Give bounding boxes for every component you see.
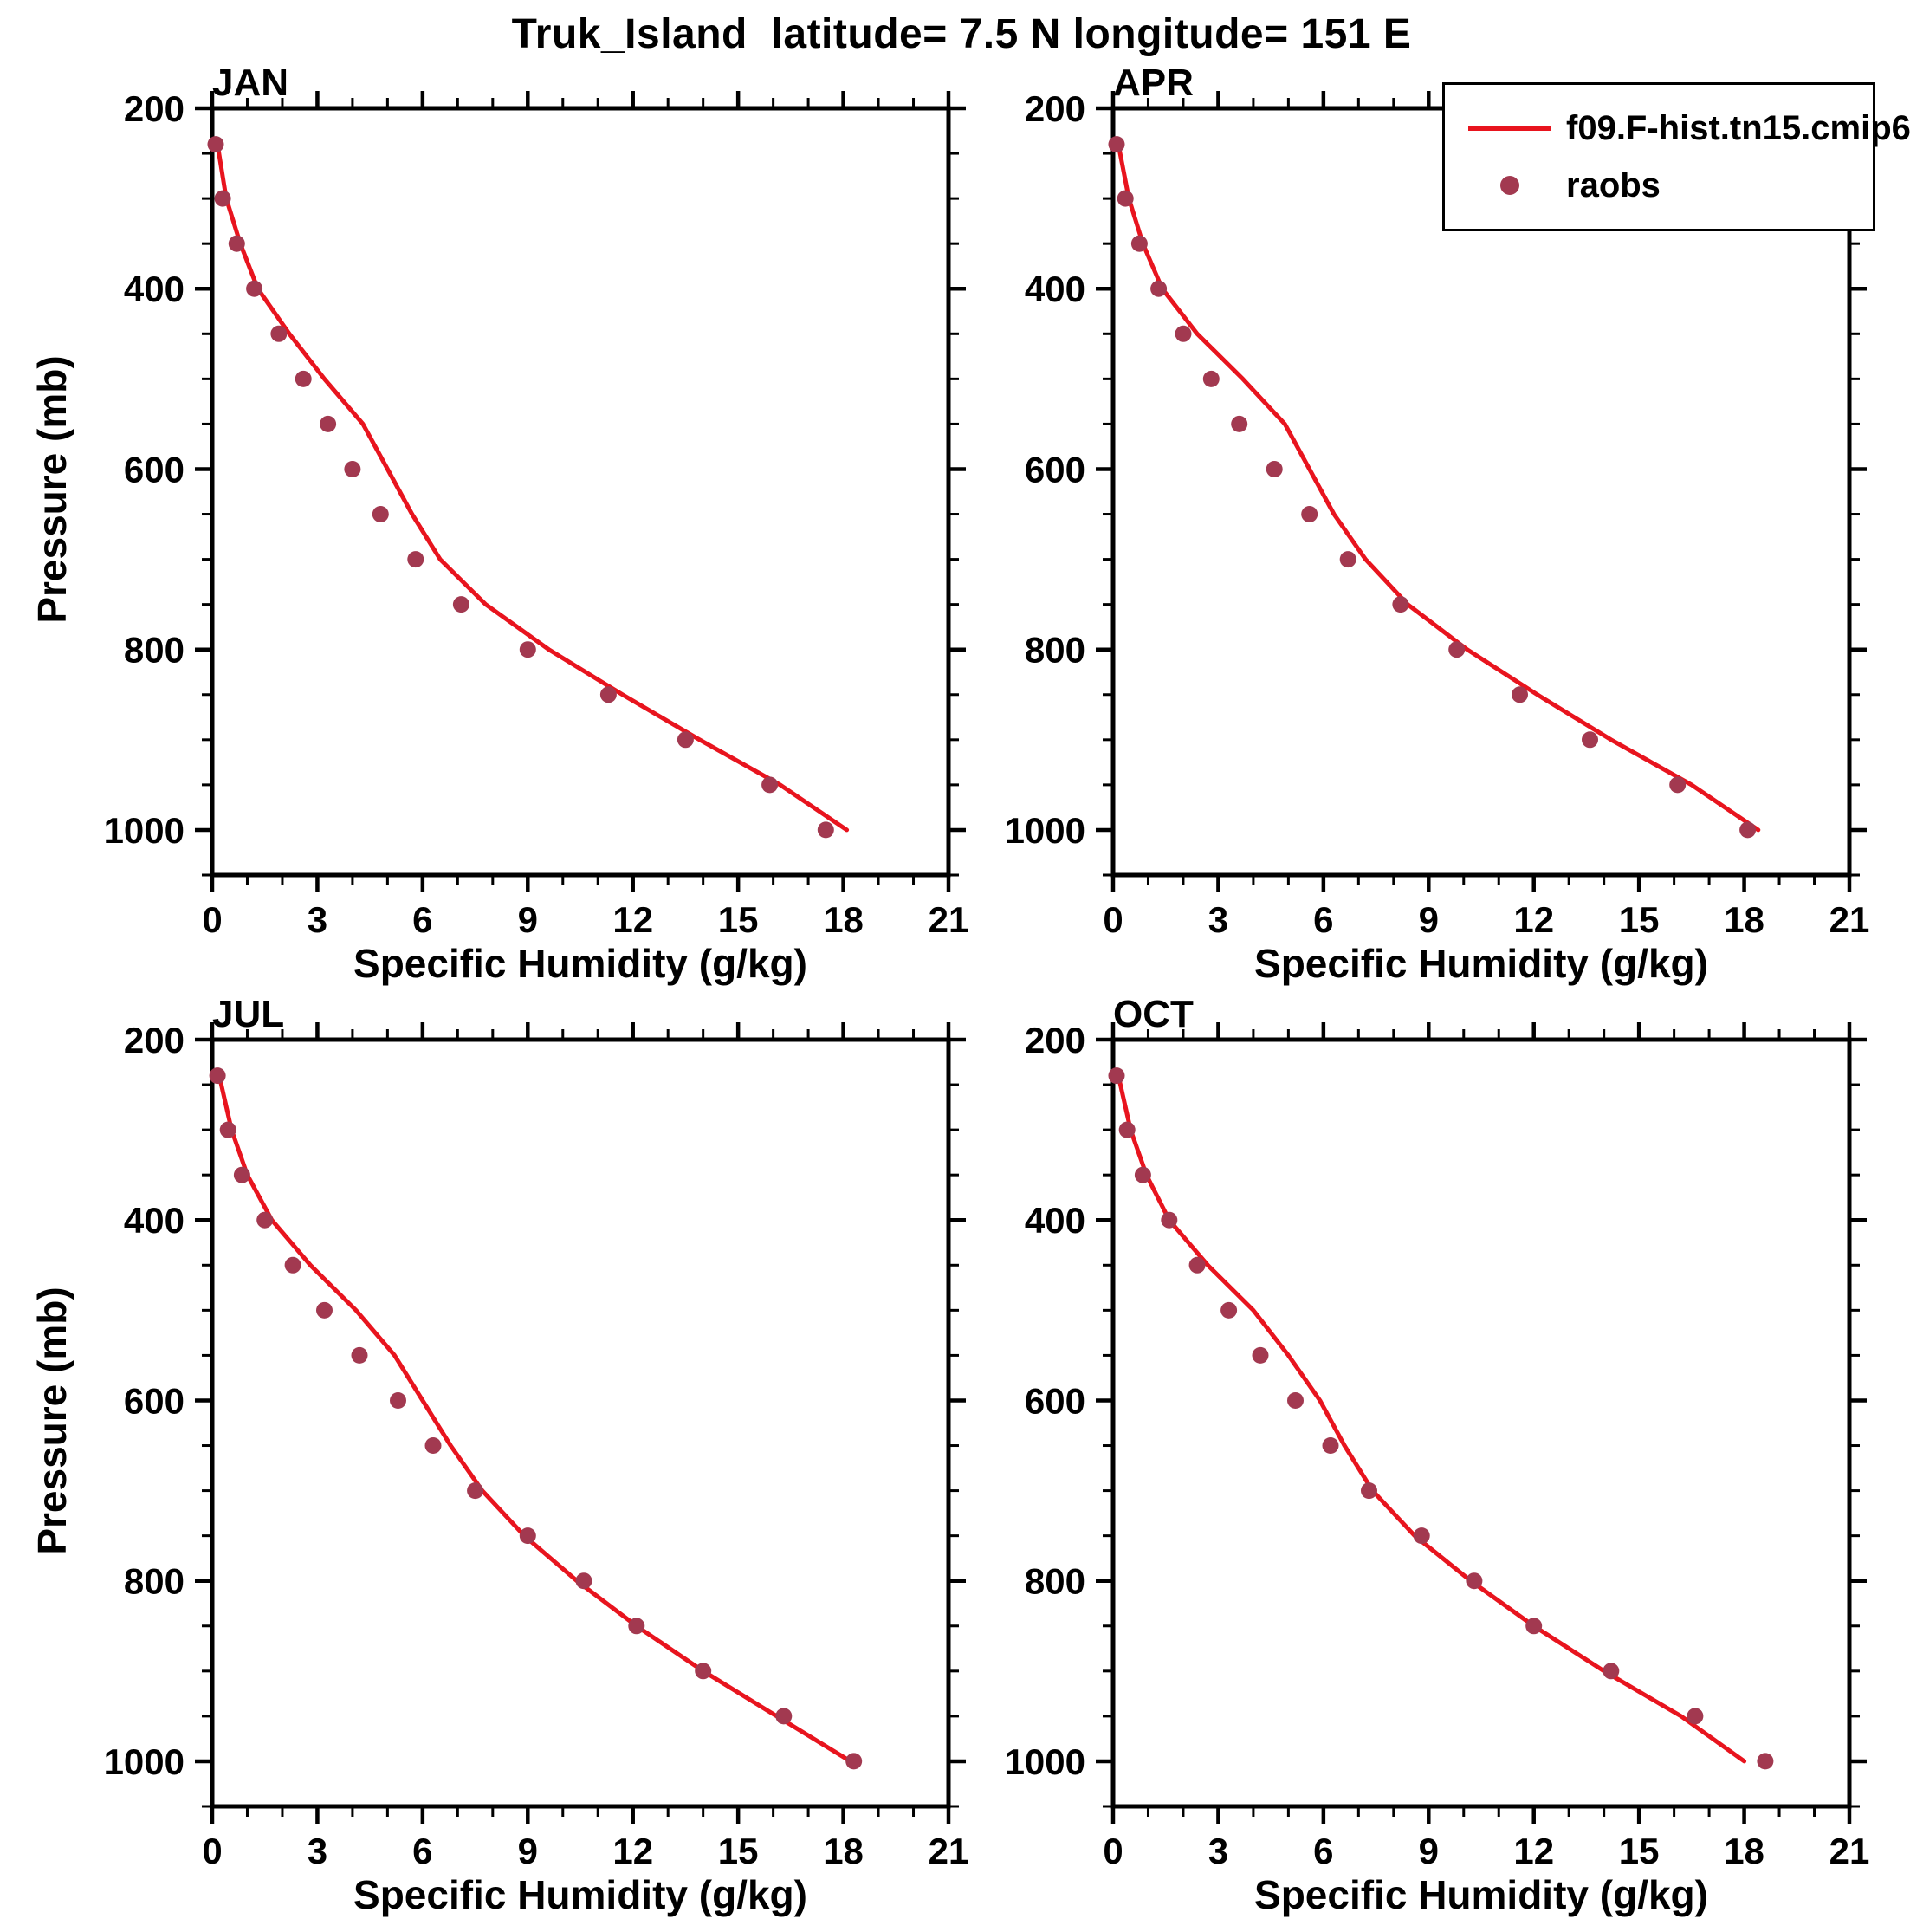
svg-text:0: 0	[202, 1831, 222, 1871]
svg-text:1000: 1000	[1005, 810, 1085, 851]
svg-text:0: 0	[1103, 1831, 1123, 1871]
panel-jul-month-label: JUL	[212, 993, 284, 1035]
svg-text:200: 200	[124, 1020, 185, 1060]
panel-oct-x-axis-title: Specific Humidity (g/kg)	[1254, 1872, 1708, 1917]
legend: f09.F-hist.tn15.cmip6 raobs	[1442, 82, 1911, 231]
svg-text:15: 15	[718, 1831, 759, 1871]
svg-text:200: 200	[124, 88, 185, 129]
svg-text:3: 3	[1208, 899, 1228, 940]
svg-text:21: 21	[1829, 899, 1870, 940]
row-top: Pressure (mb) JAN 0 3 6 9 12 15 18 21 200 400 600 8…	[0, 61, 1923, 992]
panel-jan-plot: 0 3 6 9 12 15 18 21 200 400 600 800 1000	[104, 88, 969, 940]
svg-text:21: 21	[929, 899, 969, 940]
svg-text:200: 200	[1025, 88, 1085, 129]
svg-text:12: 12	[612, 1831, 653, 1871]
svg-text:18: 18	[823, 899, 864, 940]
svg-text:600: 600	[1025, 1380, 1085, 1421]
svg-text:9: 9	[1419, 1831, 1439, 1871]
svg-text:600: 600	[124, 1380, 185, 1421]
svg-text:6: 6	[412, 1831, 432, 1871]
legend-row-model: f09.F-hist.tn15.cmip6	[1454, 104, 1911, 152]
panel-apr-plot: 0 3 6 9 12 15 18 21 200 400 600 800 1000	[1005, 88, 1870, 940]
svg-text:18: 18	[1724, 899, 1764, 940]
svg-text:3: 3	[1208, 1831, 1228, 1871]
svg-text:1000: 1000	[104, 810, 185, 851]
legend-raobs-label: raobs	[1566, 165, 1661, 204]
legend-model-line-sample	[1468, 126, 1551, 131]
svg-text:21: 21	[929, 1831, 969, 1871]
svg-text:600: 600	[1025, 449, 1085, 489]
svg-text:0: 0	[1103, 899, 1123, 940]
svg-text:800: 800	[124, 630, 185, 671]
svg-text:12: 12	[1513, 899, 1554, 940]
svg-text:600: 600	[124, 449, 185, 489]
svg-text:12: 12	[612, 899, 653, 940]
panel-jul: JUL 0 3 6 9 12 15 18 21 200 400 600 800 1000 Specifi…	[104, 993, 969, 1917]
panel-oct-month-label: OCT	[1113, 993, 1194, 1035]
svg-text:6: 6	[1313, 899, 1333, 940]
svg-text:21: 21	[1829, 1831, 1870, 1871]
svg-text:400: 400	[1025, 1200, 1085, 1241]
svg-text:1000: 1000	[104, 1741, 185, 1782]
svg-text:1000: 1000	[1005, 1741, 1085, 1782]
svg-text:800: 800	[124, 1561, 185, 1602]
svg-text:9: 9	[518, 899, 538, 940]
svg-text:15: 15	[718, 899, 759, 940]
panel-jul-plot: 0 3 6 9 12 15 18 21 200 400 600 800 1000	[104, 1020, 969, 1871]
svg-text:18: 18	[823, 1831, 864, 1871]
panel-oct-plot: 0 3 6 9 12 15 18 21 200 400 600 800 1000	[1005, 1020, 1870, 1871]
svg-text:15: 15	[1619, 899, 1660, 940]
svg-text:200: 200	[1025, 1020, 1085, 1060]
svg-text:18: 18	[1724, 1831, 1764, 1871]
panel-jan: JAN 0 3 6 9 12 15 18 21 200 400 600 800 1000 Specifi…	[104, 62, 969, 986]
legend-model-label: f09.F-hist.tn15.cmip6	[1566, 108, 1911, 147]
y-axis-label-top: Pressure (mb)	[29, 354, 74, 624]
legend-raobs-dot-sample	[1500, 176, 1519, 195]
panel-jan-month-label: JAN	[212, 62, 288, 104]
svg-text:3: 3	[308, 899, 327, 940]
panel-apr-month-label: APR	[1113, 62, 1194, 104]
y-axis-gutter-top: Pressure (mb)	[22, 61, 82, 992]
svg-text:12: 12	[1513, 1831, 1554, 1871]
figure-title: Truk_Island latitude= 7.5 N longitude= 1…	[511, 11, 1412, 57]
row-bottom: Pressure (mb) JUL 0 3 6 9 12 15 18 21 200 400 600 8…	[0, 992, 1923, 1923]
svg-text:6: 6	[412, 899, 432, 940]
panel-oct: OCT 0 3 6 9 12 15 18 21 200 400 600 800 1000 Specifi…	[1005, 993, 1870, 1917]
svg-text:6: 6	[1313, 1831, 1333, 1871]
panel-apr: APR 0 3 6 9 12 15 18 21 200 400 600 800 1000 Specifi…	[1005, 62, 1870, 986]
svg-text:800: 800	[1025, 1561, 1085, 1602]
svg-text:400: 400	[124, 269, 185, 309]
svg-text:9: 9	[518, 1831, 538, 1871]
panel-jan-x-axis-title: Specific Humidity (g/kg)	[353, 941, 807, 986]
svg-text:800: 800	[1025, 630, 1085, 671]
svg-text:400: 400	[1025, 269, 1085, 309]
y-axis-label-bottom: Pressure (mb)	[29, 1286, 74, 1555]
svg-text:15: 15	[1619, 1831, 1660, 1871]
svg-text:400: 400	[124, 1200, 185, 1241]
y-axis-gutter-bottom: Pressure (mb)	[22, 992, 82, 1923]
svg-text:3: 3	[308, 1831, 327, 1871]
panel-jul-x-axis-title: Specific Humidity (g/kg)	[353, 1872, 807, 1917]
legend-row-raobs: raobs	[1454, 161, 1873, 210]
svg-text:0: 0	[202, 899, 222, 940]
svg-text:9: 9	[1419, 899, 1439, 940]
panel-apr-x-axis-title: Specific Humidity (g/kg)	[1254, 941, 1708, 986]
